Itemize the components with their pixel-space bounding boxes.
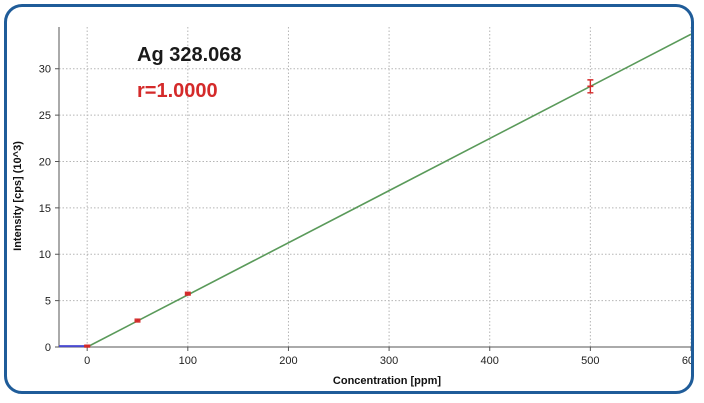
y-tick-label: 25 (39, 110, 51, 122)
axes (55, 27, 691, 351)
y-tick-label: 0 (45, 342, 51, 354)
y-tick-label: 5 (45, 296, 51, 308)
y-tick-label: 30 (39, 64, 51, 76)
chart-annotation-r: r=1.0000 (137, 80, 218, 102)
x-tick-label: 100 (179, 355, 197, 367)
x-tick-label: 300 (380, 355, 398, 367)
x-tick-label: 600 (682, 355, 694, 367)
y-axis-title: Intensity [cps] (10^3) (12, 141, 24, 251)
chart-annotation-title: Ag 328.068 (137, 44, 242, 66)
y-tick-label: 15 (39, 203, 51, 215)
y-tick-label: 10 (39, 249, 51, 261)
x-tick-label: 400 (481, 355, 499, 367)
calibration-chart: 0 100 200 300 400 500 600 0 5 10 15 20 25 30 Ag 328.0… (7, 7, 694, 394)
x-tick-label: 0 (84, 355, 90, 367)
grid (59, 27, 691, 347)
x-tick-label: 500 (581, 355, 599, 367)
x-axis-title: Concentration [ppm] (333, 375, 441, 387)
chart-frame: 0 100 200 300 400 500 600 0 5 10 15 20 25 30 Ag 328.0… (4, 4, 694, 394)
y-tick-label: 20 (39, 156, 51, 168)
x-tick-label: 200 (279, 355, 297, 367)
